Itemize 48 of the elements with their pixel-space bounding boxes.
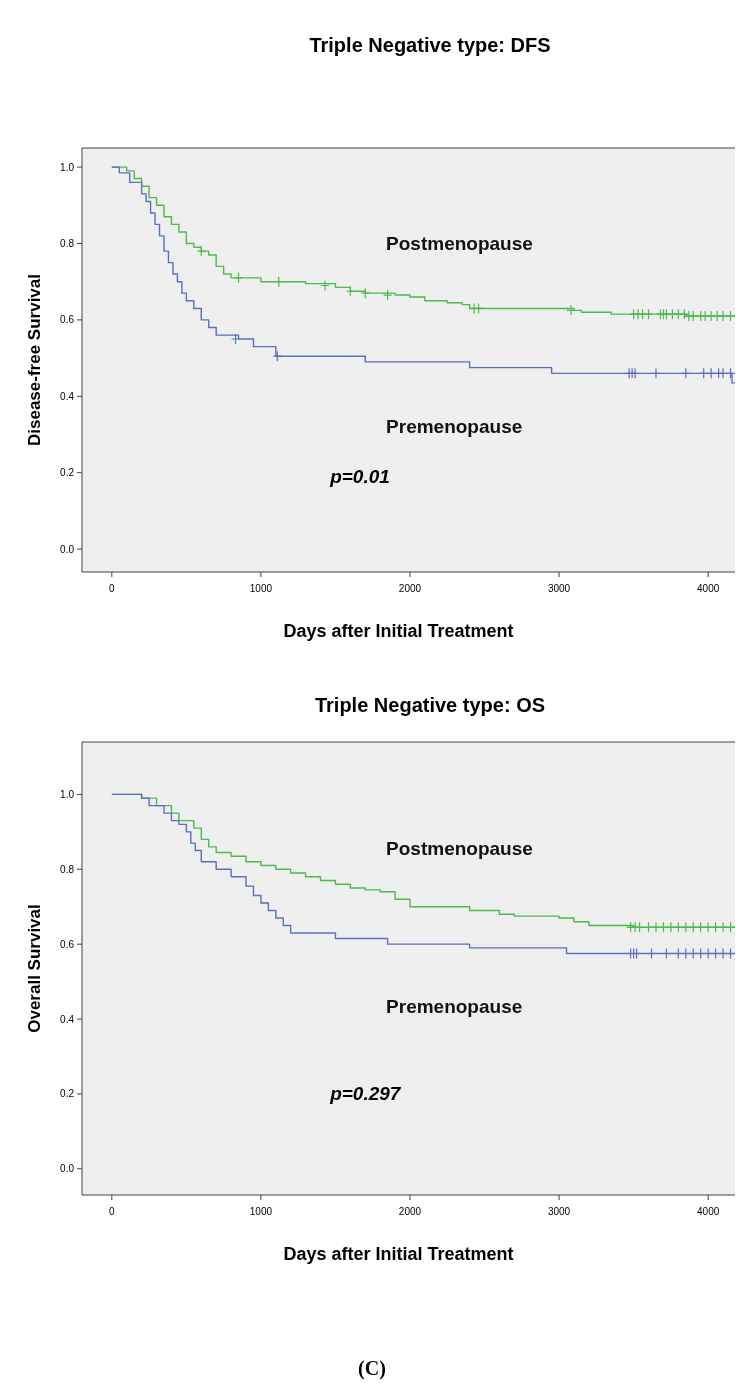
y-tick-label: 0.4 [60,390,75,402]
chart-title: Triple Negative type: OS [314,694,546,716]
point [320,279,330,292]
point [651,367,661,379]
point [718,367,728,379]
point [383,289,393,301]
y-axis-title: Disease-free Survival [25,274,44,446]
y-tick-label: 0.8 [60,863,75,875]
text: Premenopause [386,415,523,437]
x-axis-title: Days after Initial Treatment [283,621,514,641]
y-tick-label: 0.6 [60,314,75,326]
y-tick-label: 0.6 [60,938,75,950]
point [700,310,710,322]
text: Postmenopause [386,232,533,254]
y-tick-label: 1.0 [60,788,75,800]
x-tick-label: 2000 [398,1206,422,1217]
x-tick-label: 0 [109,1206,116,1217]
y-tick-label: 1.0 [60,161,75,173]
annotation: p=0.01 [329,465,390,487]
point [706,310,716,322]
point [566,304,576,316]
point [196,245,206,257]
x-axis-title: Days after Initial Treatment [283,1244,514,1264]
x-tick-label: 4000 [697,583,720,594]
y-axis-title: Overall Survival [25,904,44,1033]
x-tick-label: 1000 [249,1206,273,1217]
y-tick-label: 0.4 [60,1013,75,1025]
x-tick-label: 1000 [249,583,273,594]
y-tick-label: 0.2 [60,467,75,479]
x-tick-label: 4000 [697,1206,720,1217]
point [230,333,241,345]
point [712,310,722,322]
text: Premenopause [386,995,523,1017]
chart-title: Triple Negative type: DFS [309,34,551,56]
point [706,367,716,379]
x-tick-label: 0 [109,583,116,594]
point [718,310,728,322]
series-label: Postmenopause [386,838,533,860]
x-tick-label: 3000 [547,583,571,594]
y-tick-label: 0.0 [60,1163,75,1175]
annotation: p=0.297 [329,1082,402,1104]
x-tick-label: 3000 [547,1206,571,1217]
y-tick-label: 0.8 [60,238,75,249]
x-tick-label: 2000 [398,583,422,594]
y-tick-label: 0.0 [60,543,75,555]
point [233,272,244,284]
y-tick-label: 0.2 [60,1088,75,1100]
text: (C) [358,1357,386,1380]
